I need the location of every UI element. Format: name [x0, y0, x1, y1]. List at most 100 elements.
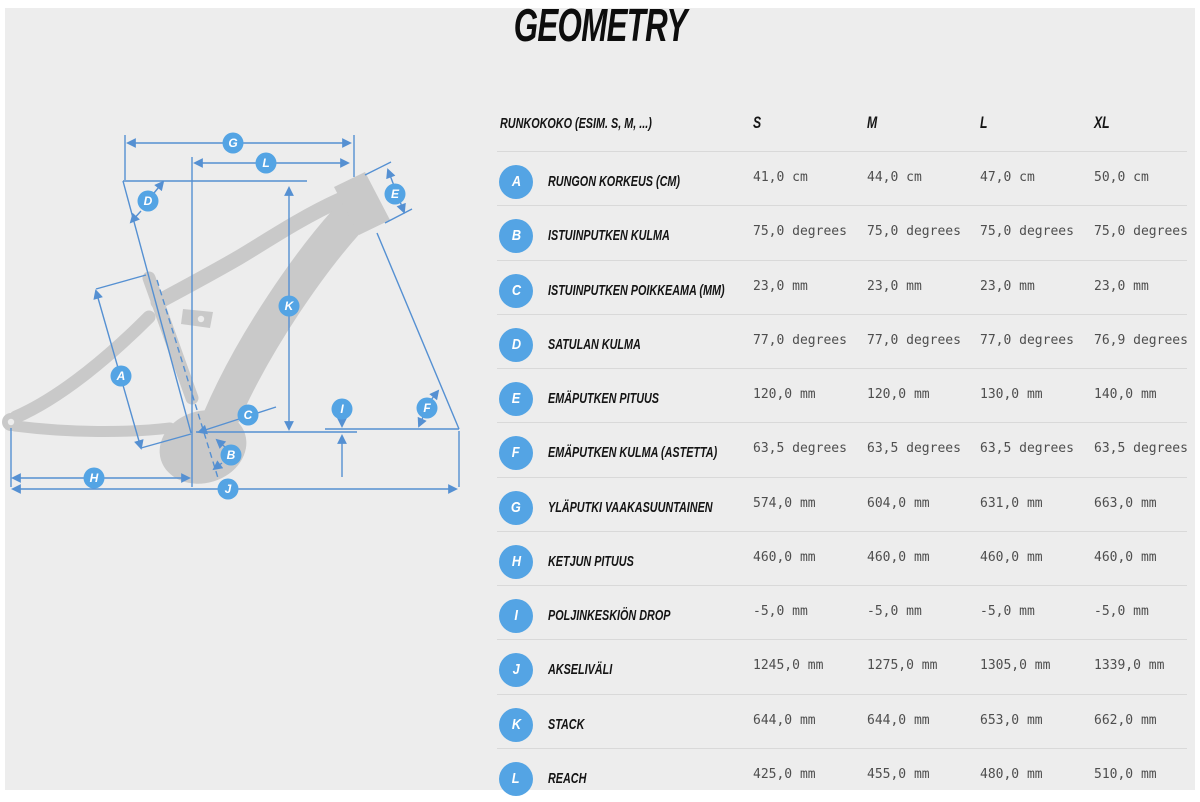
seat-clamp-tab: [181, 309, 213, 328]
row-value-s: 644,0 mm: [753, 712, 816, 728]
a-tick-bottom: [140, 433, 192, 449]
dim-marker-e: E: [384, 183, 406, 205]
row-value-l: 460,0 mm: [980, 549, 1043, 565]
svg-text:G: G: [228, 136, 237, 150]
row-label: AKSELIVÄLI: [548, 661, 613, 679]
b-angle-arrow-down: [212, 460, 224, 471]
row-letter: B: [511, 227, 521, 245]
row-value-l: 130,0 mm: [980, 387, 1043, 402]
svg-text:B: B: [227, 448, 236, 462]
bike-geometry-diagram: A B C D E F G H I J K L: [0, 105, 480, 515]
geometry-row-g: G YLÄPUTKI VAAKASUUNTAINEN 574,0 mm 604,0 m…: [497, 476, 1187, 531]
svg-text:C: C: [244, 408, 253, 422]
c-offset-arrow: [197, 406, 277, 435]
row-letter-badge-h: H: [499, 544, 533, 579]
dim-marker-a: A: [110, 365, 132, 387]
chain-stay: [9, 420, 176, 438]
row-value-m: 455,0 mm: [867, 766, 930, 782]
row-value-l: 480,0 mm: [980, 766, 1043, 782]
a-tick-top: [95, 274, 147, 290]
row-value-xl: 63,5 degrees: [1094, 441, 1188, 457]
size-header-s: S: [753, 113, 762, 132]
dimension-letter-markers: A B C D E F G H I J K L: [83, 132, 438, 500]
geometry-row-l: L REACH 425,0 mm 455,0 mm 480,0 mm 510,0 mm: [497, 747, 1187, 802]
row-letter: J: [512, 661, 520, 679]
row-value-m: 460,0 mm: [867, 549, 930, 565]
row-label: YLÄPUTKI VAAKASUUNTAINEN: [548, 498, 713, 516]
row-value-m: 77,0 degrees: [867, 332, 961, 348]
geometry-row-a: A RUNGON KORKEUS (CM) 41,0 cm 44,0 cm 47,0 c…: [497, 151, 1187, 205]
row-label: REACH: [548, 769, 587, 787]
dim-marker-j: J: [217, 478, 239, 500]
d-angle-arrow-down: [129, 210, 142, 224]
row-letter: D: [511, 335, 521, 353]
row-value-m: -5,0 mm: [867, 604, 922, 619]
row-letter-badge-b: B: [499, 219, 533, 254]
row-value-xl: 663,0 mm: [1094, 495, 1157, 511]
geometry-row-j: J AKSELIVÄLI 1245,0 mm 1275,0 mm 1305,0 mm 13…: [497, 639, 1187, 693]
e-tick-top: [364, 161, 392, 176]
dim-marker-g: G: [222, 132, 244, 154]
geometry-table: RUNKOKOKO (ESIM. S, M, ...) S M L XL A RUNGO…: [497, 105, 1188, 796]
seat-axis-dashed: [156, 279, 219, 479]
page-title: GEOMETRY: [513, 0, 687, 51]
svg-text:J: J: [225, 482, 232, 496]
row-value-xl: 75,0 degrees: [1094, 224, 1188, 240]
row-letter-badge-j: J: [499, 653, 533, 688]
row-letter: A: [511, 173, 521, 190]
geometry-diagram-svg: A B C D E F G H I J K L: [2, 132, 460, 500]
head-tube: [334, 172, 390, 235]
size-header-l: L: [980, 113, 988, 132]
row-letter-badge-i: I: [499, 599, 533, 633]
row-letter-badge-d: D: [499, 327, 533, 362]
rear-axle-hole: [7, 418, 15, 426]
f-angle-arrow-up: [429, 389, 440, 401]
row-value-xl: 662,0 mm: [1094, 712, 1157, 728]
row-value-s: 460,0 mm: [753, 549, 816, 565]
geometry-row-k: K STACK 644,0 mm 644,0 mm 653,0 mm 662,0 mm: [497, 693, 1187, 748]
frame-size-header-label: RUNKOKOKO (ESIM. S, M, ...): [500, 115, 652, 132]
row-value-m: 23,0 mm: [867, 278, 922, 294]
row-label: POLJINKESKIÖN DROP: [548, 607, 671, 624]
dim-marker-k: K: [278, 295, 300, 317]
geometry-row-c: C ISTUINPUTKEN POIKKEAMA (MM) 23,0 mm 23,0 …: [497, 259, 1187, 314]
row-value-l: 23,0 mm: [980, 278, 1035, 294]
row-value-m: 120,0 mm: [867, 387, 930, 402]
row-letter-badge-a: A: [499, 165, 533, 199]
row-letter: C: [511, 281, 521, 299]
size-header-xl: XL: [1094, 113, 1110, 132]
row-value-xl: 50,0 cm: [1094, 170, 1149, 185]
row-value-xl: -5,0 mm: [1094, 604, 1149, 619]
dim-marker-l: L: [255, 152, 277, 174]
geometry-table-rows: A RUNGON KORKEUS (CM) 41,0 cm 44,0 cm 47,0 c…: [497, 151, 1188, 802]
row-letter-badge-l: L: [499, 761, 533, 796]
geometry-table-header: RUNKOKOKO (ESIM. S, M, ...) S M L XL: [497, 105, 1187, 151]
row-label: STACK: [548, 715, 585, 733]
d-angle-arrow-up: [153, 180, 165, 194]
row-value-s: 574,0 mm: [753, 495, 816, 511]
clamp-hole: [197, 315, 205, 323]
row-value-xl: 460,0 mm: [1094, 549, 1157, 565]
row-letter-badge-f: F: [499, 436, 533, 471]
geometry-row-h: H KETJUN PITUUS 460,0 mm 460,0 mm 460,0 mm 46…: [497, 530, 1187, 585]
row-value-xl: 23,0 mm: [1094, 278, 1149, 294]
row-value-xl: 510,0 mm: [1094, 766, 1157, 782]
row-letter: I: [514, 607, 518, 624]
row-value-s: -5,0 mm: [753, 604, 808, 619]
row-value-l: 75,0 degrees: [980, 224, 1074, 240]
row-label: RUNGON KORKEUS (CM): [548, 173, 680, 190]
row-value-l: 77,0 degrees: [980, 332, 1074, 348]
row-value-l: 1305,0 mm: [980, 658, 1051, 674]
svg-text:F: F: [423, 401, 431, 415]
row-value-m: 1275,0 mm: [867, 658, 938, 674]
row-value-m: 644,0 mm: [867, 712, 930, 728]
row-value-m: 63,5 degrees: [867, 441, 961, 457]
dim-marker-h: H: [83, 467, 105, 489]
svg-text:H: H: [90, 471, 99, 485]
row-value-l: -5,0 mm: [980, 604, 1035, 619]
row-letter: L: [512, 769, 520, 787]
row-label: ISTUINPUTKEN KULMA: [548, 227, 670, 245]
e-tick-bottom: [384, 208, 413, 224]
row-value-l: 47,0 cm: [980, 170, 1035, 185]
svg-text:K: K: [285, 299, 295, 313]
